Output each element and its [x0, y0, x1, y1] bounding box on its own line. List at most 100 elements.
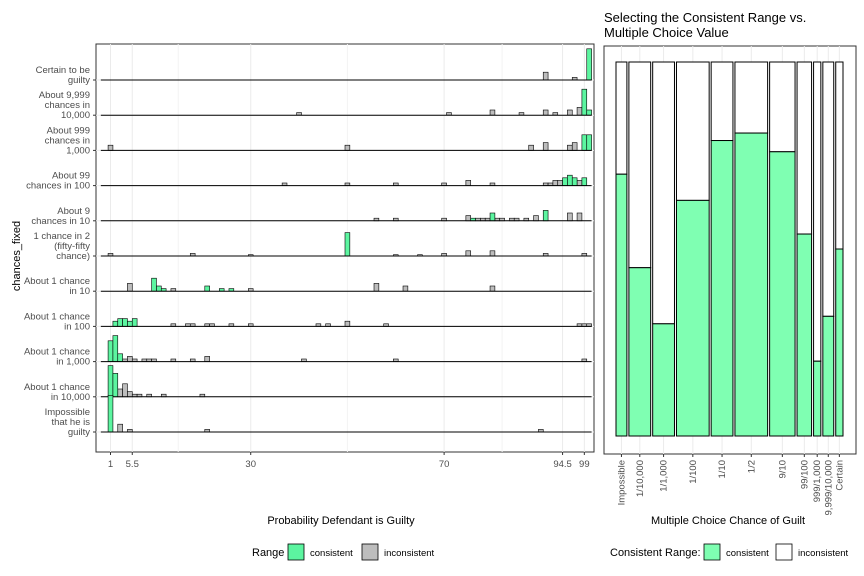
- mosaic-x-tick-label: 9/10: [777, 460, 788, 479]
- mosaic-x-tick-label: 9,999/10,000: [823, 460, 834, 515]
- mosaic-x-tick-label: 99/100: [799, 460, 810, 489]
- mosaic-x-tick-label: 1/10: [717, 460, 728, 479]
- legend-label-inconsistent: inconsistent: [384, 548, 435, 559]
- inconsistent-bar: [557, 180, 563, 186]
- legend-key-consistent: [287, 543, 305, 561]
- mosaic-inconsistent-bar: [822, 61, 835, 317]
- mosaic-consistent-bar: [734, 132, 769, 437]
- inconsistent-bar: [204, 356, 210, 362]
- consistent-bar: [586, 134, 592, 151]
- mosaic-inconsistent-bar: [835, 61, 844, 250]
- mosaic-consistent-bar: [796, 233, 813, 437]
- y-tick-label: chances in 100: [26, 181, 90, 192]
- mosaic-legend-key-inconsistent: [775, 543, 793, 561]
- consistent-bar: [204, 285, 210, 292]
- y-tick-label: chances in 10: [31, 216, 90, 227]
- mosaic-inconsistent-bar: [734, 61, 769, 134]
- y-tick-label: About 1 chance: [24, 347, 90, 358]
- mosaic-legend-label-consistent: consistent: [726, 548, 769, 559]
- y-tick-label: guilty: [68, 427, 90, 438]
- consistent-bar: [581, 88, 588, 116]
- mosaic-consistent-bar: [822, 315, 835, 437]
- mosaic-title-line-2: Multiple Choice Value: [604, 25, 729, 40]
- mosaic-panel: Selecting the Consistent Range vs. Multi…: [603, 10, 857, 561]
- inconsistent-bar: [576, 107, 583, 116]
- mosaic-inconsistent-bar: [710, 61, 734, 142]
- mosaic-legend-label-inconsistent: inconsistent: [798, 548, 849, 559]
- consistent-bar: [571, 177, 578, 186]
- y-tick-label: Impossible: [45, 407, 90, 418]
- inconsistent-bar: [533, 215, 539, 222]
- consistent-bar: [586, 109, 592, 116]
- y-tick-label: About 1 chance: [24, 276, 90, 287]
- inconsistent-bar: [465, 180, 472, 186]
- consistent-bar: [112, 373, 119, 398]
- x-tick-label: 5.5: [126, 459, 139, 470]
- ridgeline-bars: [100, 48, 592, 433]
- y-axis-title: chances_fixed: [11, 221, 23, 291]
- consistent-bar: [131, 318, 138, 327]
- mosaic-consistent-bar: [615, 173, 628, 437]
- y-tick-label: 1,000: [66, 145, 90, 156]
- consistent-bar: [586, 48, 592, 81]
- mosaic-legend: Consistent Range: consistent inconsistent: [610, 543, 849, 561]
- mosaic-x-tick-label: 1/2: [746, 460, 757, 473]
- inconsistent-bar: [373, 283, 380, 292]
- y-tick-label: in 10,000: [51, 392, 90, 403]
- consistent-bar: [581, 177, 588, 186]
- inconsistent-bar: [567, 212, 573, 222]
- y-tick-label: chance): [56, 251, 90, 262]
- consistent-bar: [562, 177, 568, 186]
- y-tick-label: 1 chance in 2: [33, 231, 90, 242]
- x-tick-label: 99: [579, 459, 590, 470]
- inconsistent-bar: [465, 215, 472, 222]
- y-tick-label: 10,000: [61, 110, 90, 121]
- mosaic-title-line-1: Selecting the Consistent Range vs.: [604, 10, 806, 25]
- mosaic-consistent-bar: [769, 151, 796, 437]
- y-tick-label: in 100: [64, 321, 90, 332]
- inconsistent-bar: [122, 383, 128, 398]
- inconsistent-bar: [127, 391, 133, 398]
- mosaic-legend-key-consistent: [703, 543, 721, 561]
- consistent-bar: [112, 335, 119, 362]
- consistent-bar: [112, 320, 119, 327]
- y-tick-label: (fifty-fifty: [54, 241, 90, 252]
- inconsistent-bar: [465, 250, 472, 257]
- inconsistent-bar: [127, 283, 133, 292]
- x-tick-label: 70: [439, 459, 450, 470]
- consistent-bar: [122, 318, 128, 327]
- mosaic-consistent-bar: [710, 140, 734, 437]
- y-tick-label: guilty: [68, 75, 90, 86]
- inconsistent-bar: [107, 144, 114, 151]
- consistent-bar: [107, 365, 114, 398]
- inconsistent-bar: [567, 109, 573, 116]
- consistent-bar: [156, 285, 162, 292]
- mosaic-x-axis-title: Multiple Choice Chance of Guilt: [651, 515, 805, 527]
- inconsistent-bar: [402, 285, 409, 292]
- y-tick-label: About 999: [47, 125, 90, 136]
- consistent-bar: [567, 174, 573, 186]
- consistent-bar: [344, 232, 351, 257]
- y-tick-label: chances in: [45, 135, 90, 146]
- mosaic-inconsistent-bar: [796, 61, 813, 235]
- x-tick-label: 30: [245, 459, 256, 470]
- mosaic-x-tick-label: 1/1,000: [659, 460, 670, 492]
- mosaic-consistent-bar: [675, 199, 710, 437]
- mosaic-consistent-bar: [835, 248, 844, 437]
- inconsistent-bar: [117, 388, 123, 398]
- mosaic-x-tick-label: Impossible: [616, 460, 627, 505]
- mosaic-consistent-bar: [813, 360, 822, 437]
- mosaic-inconsistent-bar: [769, 61, 796, 153]
- inconsistent-bar: [489, 250, 496, 257]
- inconsistent-bar: [117, 423, 123, 433]
- x-axis-title: Probability Defendant is Guilty: [267, 515, 415, 527]
- ridgeline-legend: Range consistent inconsistent: [252, 543, 435, 561]
- consistent-bar: [542, 210, 549, 222]
- consistent-bar: [581, 134, 588, 151]
- y-tick-label: Certain to be: [36, 65, 90, 76]
- inconsistent-bar: [542, 109, 549, 116]
- mosaic-x-tick-label: 1/100: [688, 460, 699, 484]
- legend-title: Range: [252, 547, 284, 559]
